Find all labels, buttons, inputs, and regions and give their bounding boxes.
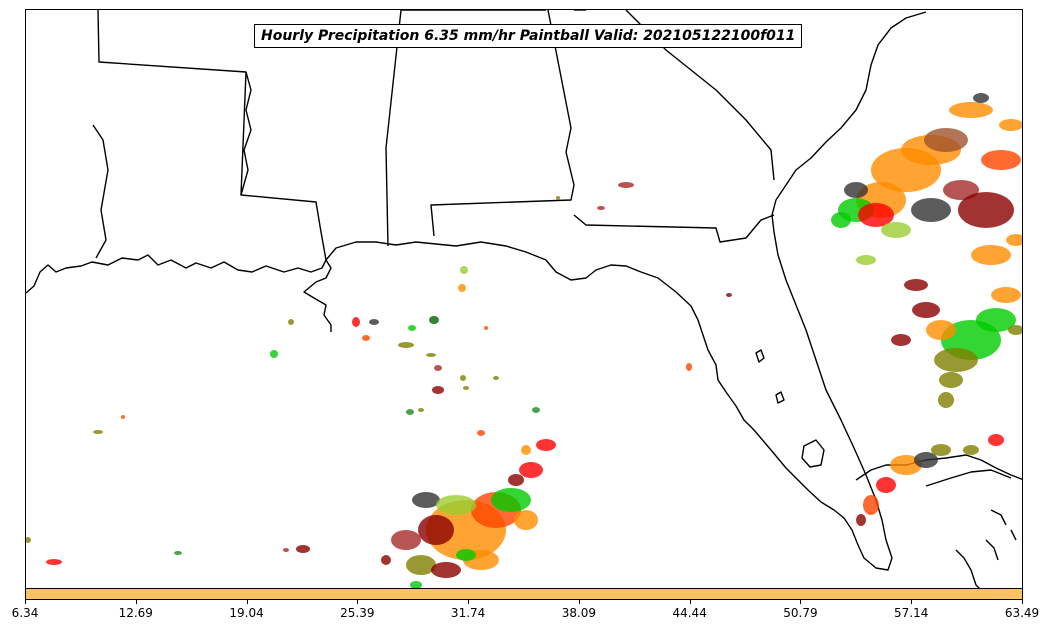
map-canvas [26, 10, 1022, 588]
colorbar-tick-label: 25.39 [340, 606, 375, 620]
gulf-cluster-south [381, 439, 556, 588]
colorbar-tick-mark [468, 600, 470, 604]
colorbar-tick-mark [689, 600, 691, 604]
atlantic-cluster-north [831, 93, 1022, 265]
caribbean-cluster [856, 434, 1004, 526]
colorbar-tick-label: 50.79 [783, 606, 818, 620]
colorbar [25, 588, 1023, 600]
colorbar-tick-mark [911, 600, 913, 604]
colorbar-tick-mark [357, 600, 359, 604]
colorbar-tick-label: 38.09 [561, 606, 597, 620]
colorbar-tick-mark [1022, 600, 1023, 604]
colorbar-tick-mark [25, 600, 26, 604]
scattered-cells [26, 182, 732, 565]
colorbar-tick-mark [800, 600, 802, 604]
colorbar-tick-mark [135, 600, 137, 604]
map-title: Hourly Precipitation 6.35 mm/hr Paintbal… [254, 24, 803, 48]
colorbar-tick-mark [578, 600, 580, 604]
colorbar-tick-label: 57.14 [894, 606, 929, 620]
colorbar-tick-label: 44.44 [672, 606, 707, 620]
map-panel: Hourly Precipitation 6.35 mm/hr Paintbal… [25, 9, 1023, 589]
precipitation-paintballs [26, 93, 1022, 588]
colorbar-tick-label: 19.04 [229, 606, 264, 620]
atlantic-cluster-south [891, 279, 1022, 408]
colorbar-tick-label: 6.34 [11, 606, 39, 620]
colorbar-tick-mark [246, 600, 248, 604]
colorbar-tick-label: 31.74 [450, 606, 486, 620]
colorbar-tick-label: 63.49 [1004, 606, 1040, 620]
colorbar-tick-label: 12.69 [118, 606, 153, 620]
